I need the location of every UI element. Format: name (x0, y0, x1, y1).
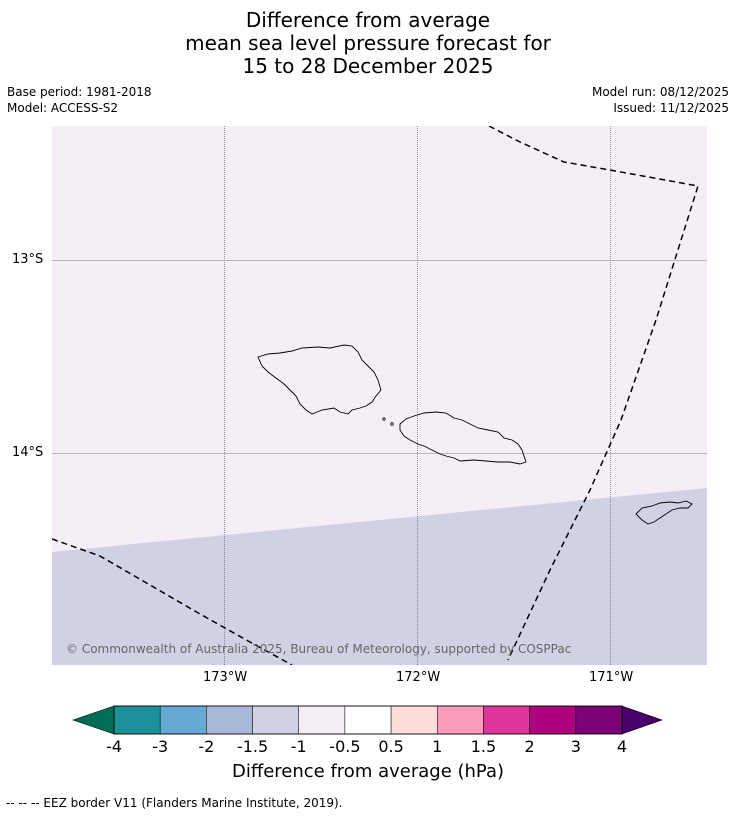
lon-label-172w: 172°W (396, 670, 441, 685)
colorbar-bin-5 (344, 705, 392, 735)
title-line-3: 15 to 28 December 2025 (242, 54, 494, 78)
lat-label-13s: 13°S (12, 252, 44, 267)
colorbar-under-triangle (72, 705, 115, 735)
colorbar-bin-8 (483, 705, 530, 735)
colorbar-tick-label: 0.5 (378, 737, 404, 756)
lon-label-173w: 173°W (203, 670, 248, 685)
footer-eez-note: -- -- -- EEZ border V11 (Flanders Marine… (6, 796, 343, 810)
island-upolu (399, 411, 527, 465)
islet-1 (382, 417, 386, 421)
lat-label-14s: 14°S (12, 445, 44, 460)
colorbar-frame (113, 705, 623, 735)
colorbar-tick-label: 1.5 (470, 737, 497, 756)
model-run: Model run: 08/12/2025 (591, 85, 729, 99)
island-tutuila (635, 500, 693, 525)
colorbar-bin-6 (390, 705, 438, 735)
islet-2 (390, 422, 394, 426)
colorbar-bin-1 (159, 705, 207, 735)
colorbar-bin-9 (529, 705, 577, 735)
colorbar-tick-label: -1.5 (236, 737, 269, 756)
colorbar-bin-3 (252, 705, 299, 735)
colorbar-tick-label: 2 (524, 737, 535, 756)
colorbar-tick-label: -3 (152, 737, 169, 756)
region-south (52, 488, 707, 665)
colorbar-tick-label: 4 (616, 737, 628, 756)
colorbar-tick-label: -1 (290, 737, 307, 756)
model-name: Model: ACCESS-S2 (7, 101, 119, 115)
colorbar-tick-label: -2 (198, 737, 215, 756)
colorbar-bin-0 (113, 705, 161, 735)
lon-label-171w: 171°W (589, 670, 634, 685)
title-line-1: Difference from average (245, 8, 491, 32)
colorbar-tick-label: 3 (570, 737, 581, 756)
issued-date: Issued: 11/12/2025 (613, 101, 729, 115)
colorbar-tick-label: -0.5 (329, 737, 361, 756)
title-line-2: mean sea level pressure forecast for (185, 31, 551, 55)
colorbar-title: Difference from average (hPa) (231, 761, 505, 782)
copyright-notice: © Commonwealth of Australia 2025, Bureau… (66, 642, 572, 656)
colorbar-bin-10 (575, 705, 623, 735)
colorbar (72, 705, 663, 735)
colorbar-bin-4 (298, 705, 346, 735)
colorbar-over-triangle (621, 705, 663, 735)
colorbar-tick-label: -4 (106, 737, 122, 756)
colorbar-tick-label: 1 (432, 737, 443, 756)
eez-border-southwest (52, 538, 293, 665)
colorbar-bin-2 (206, 705, 253, 735)
base-period: Base period: 1981-2018 (7, 85, 152, 99)
colorbar-bin-7 (437, 705, 484, 735)
island-savaii (257, 344, 382, 415)
